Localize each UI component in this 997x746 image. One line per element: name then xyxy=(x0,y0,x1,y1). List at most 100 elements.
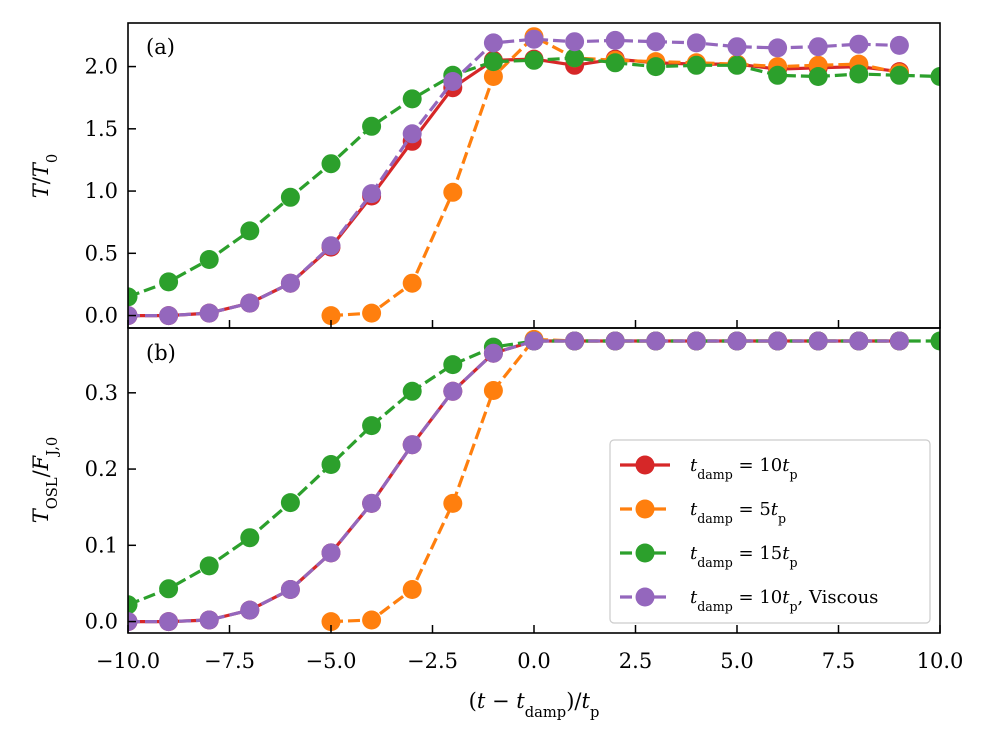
data-point xyxy=(930,67,940,86)
data-point xyxy=(889,65,909,85)
x-tick-label: 0.0 xyxy=(517,649,550,673)
data-point xyxy=(240,528,260,548)
data-point xyxy=(808,67,828,86)
panel-b-ticks: 0.0 0.1 0.2 0.3 xyxy=(85,381,941,634)
data-point xyxy=(849,34,869,54)
data-point xyxy=(321,543,341,563)
x-tick-label: 5.0 xyxy=(720,649,753,673)
data-point xyxy=(128,287,138,307)
legend-label: tdamp = 15tp xyxy=(690,543,798,570)
data-point xyxy=(321,455,341,474)
series-a-0 xyxy=(128,49,909,326)
series-a-2 xyxy=(128,48,940,307)
panel-b: 0.00.10.20.3 (b) TOSL/FJ,0 tdamp = 10tpt… xyxy=(29,327,941,634)
panel-a-plot-area xyxy=(128,27,940,326)
data-point xyxy=(727,55,747,75)
data-point xyxy=(483,67,503,86)
series-line xyxy=(128,339,940,607)
data-point xyxy=(321,612,341,632)
data-point xyxy=(321,154,341,174)
legend-label: tdamp = 10tp, Viscous xyxy=(690,587,878,614)
data-point xyxy=(362,610,382,630)
data-point xyxy=(483,33,503,53)
data-point xyxy=(402,124,422,144)
data-point xyxy=(849,331,869,351)
data-point xyxy=(524,331,544,351)
data-point xyxy=(362,303,382,323)
data-point xyxy=(686,331,706,351)
legend-marker xyxy=(635,455,655,475)
data-point xyxy=(159,579,179,599)
data-point xyxy=(199,303,219,323)
data-point xyxy=(199,250,219,269)
y-tick-label: 0.5 xyxy=(85,241,118,265)
data-point xyxy=(362,116,382,136)
y-tick-label: 2.0 xyxy=(85,55,118,79)
y-tick-label: 0.1 xyxy=(85,533,118,557)
legend-marker xyxy=(635,499,655,519)
x-tick-label: −7.5 xyxy=(204,649,255,673)
data-point xyxy=(362,184,382,204)
data-point xyxy=(240,600,260,620)
data-point xyxy=(808,331,828,351)
data-point xyxy=(686,55,706,75)
x-tick-label: −2.5 xyxy=(407,649,458,673)
y-tick-label: 0.0 xyxy=(85,610,118,634)
data-point xyxy=(402,435,422,455)
legend-entry: tdamp = 5tp xyxy=(620,499,786,526)
series-line xyxy=(128,56,940,299)
data-point xyxy=(443,355,463,375)
data-point xyxy=(321,306,341,326)
y-tick-label: 0.0 xyxy=(85,304,118,328)
data-point xyxy=(402,273,422,293)
data-point xyxy=(362,493,382,513)
legend-entry: tdamp = 10tp, Viscous xyxy=(620,587,878,614)
y-tick-label: 0.2 xyxy=(85,457,118,481)
data-point xyxy=(686,33,706,53)
data-point xyxy=(483,52,503,72)
x-tick-label: −10.0 xyxy=(96,649,160,673)
panel-b-label: (b) xyxy=(146,341,176,365)
data-point xyxy=(280,493,300,513)
x-tick-labels: −10.0 −7.5 −5.0 −2.5 0.0 2.5 5.0 7.5 10.0 xyxy=(96,649,964,673)
data-point xyxy=(889,35,909,55)
legend-marker xyxy=(635,587,655,607)
data-point xyxy=(889,331,909,351)
series-a-3 xyxy=(128,29,909,326)
panel-b-ylabel: TOSL/FJ,0 xyxy=(29,437,61,524)
panel-a: 0.0 0.5 1.0 1.5 2.0 (a) T/T0 xyxy=(29,22,941,329)
data-point xyxy=(159,272,179,292)
data-point xyxy=(605,331,625,351)
y-tick-label: 1.5 xyxy=(85,117,118,141)
panel-a-series xyxy=(128,27,940,326)
data-point xyxy=(402,381,422,401)
data-point xyxy=(443,182,463,202)
data-point xyxy=(605,30,625,50)
data-point xyxy=(240,221,260,241)
data-point xyxy=(930,331,940,351)
data-point xyxy=(768,38,788,58)
panel-b-frame xyxy=(127,327,941,634)
data-point xyxy=(443,381,463,401)
data-point xyxy=(159,612,179,632)
panel-a-ticks: 0.0 0.5 1.0 1.5 2.0 xyxy=(85,55,941,328)
panel-a-ylabel: T/T0 xyxy=(29,154,61,198)
data-point xyxy=(565,32,585,52)
data-point xyxy=(849,64,869,84)
data-point xyxy=(280,187,300,207)
data-point xyxy=(159,306,179,326)
series-line xyxy=(330,35,900,318)
data-point xyxy=(524,50,544,70)
legend: tdamp = 10tp tdamp = 5tp tdamp = 15tp tdamp… xyxy=(609,439,931,624)
data-point xyxy=(565,48,585,68)
data-point xyxy=(646,57,666,77)
data-point xyxy=(646,32,666,52)
legend-marker xyxy=(635,543,655,563)
x-tick-label: 2.5 xyxy=(619,649,652,673)
legend-label: tdamp = 5tp xyxy=(690,499,786,526)
data-point xyxy=(443,493,463,513)
data-point xyxy=(565,331,585,351)
x-tick-label: −5.0 xyxy=(306,649,357,673)
y-tick-label: 0.3 xyxy=(85,381,118,405)
